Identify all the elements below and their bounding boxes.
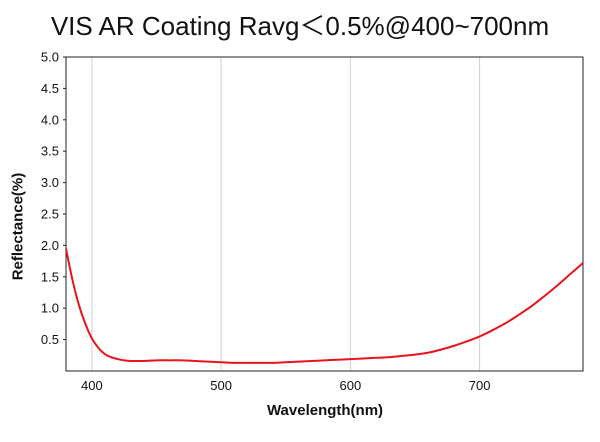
- y-tick-label: 0.5: [41, 332, 59, 347]
- y-tick-label: 3.5: [41, 144, 59, 159]
- y-tick-label: 4.5: [41, 81, 59, 96]
- tick-layer: 400 500 600 700 0.5 1.0 1.5 2.0 2.5 3.0 3.5 4.0 4.5 5…: [41, 50, 491, 394]
- x-tick-label: 600: [339, 378, 361, 393]
- x-tick-label: 500: [210, 378, 232, 393]
- y-tick-label: 5.0: [41, 50, 59, 65]
- series-layer: [65, 248, 584, 364]
- y-tick-label: 2.5: [41, 207, 59, 222]
- y-tick-label: 1.0: [41, 301, 59, 316]
- grid-layer: [91, 57, 481, 371]
- y-tick-label: 3.0: [41, 175, 59, 190]
- y-tick-label: 1.5: [41, 269, 59, 284]
- y-tick-label: 2.0: [41, 238, 59, 253]
- chart-title: VIS AR Coating Ravg＜0.5%@400~700nm: [50, 11, 550, 41]
- y-tick-label: 4.0: [41, 112, 59, 127]
- x-tick-label: 400: [81, 378, 103, 393]
- x-axis-label: Wavelength(nm): [266, 402, 384, 419]
- reflectance-curve: [65, 248, 584, 364]
- x-tick-label: 700: [469, 378, 491, 393]
